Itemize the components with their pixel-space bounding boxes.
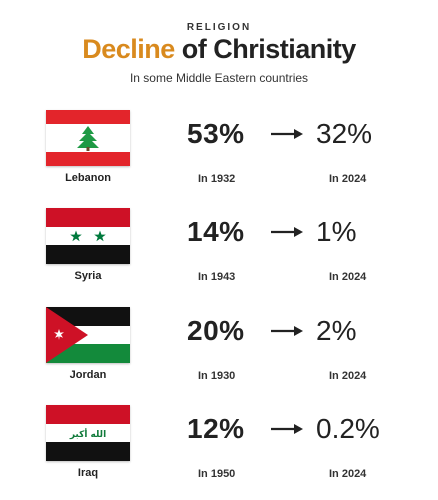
to-percentage: 0.2% [316, 413, 380, 444]
from-year: In 1943 [198, 271, 236, 283]
iraq-flag-icon: الله أكبر [46, 405, 130, 461]
to-year: In 2024 [329, 370, 367, 382]
right-arrow-icon [271, 326, 303, 336]
country-name: Iraq [77, 467, 99, 479]
page-title: Decline of Christianity [0, 34, 438, 65]
jordan-flag-icon [46, 307, 130, 363]
right-arrow-icon [271, 227, 303, 237]
country-row-lebanon: Lebanon 53% 32% In 1932 In 2024 [0, 110, 438, 200]
from-year: In 1950 [198, 468, 236, 480]
to-year: In 2024 [329, 173, 367, 185]
from-percentage: 12% [187, 413, 245, 444]
to-year: In 2024 [329, 271, 367, 283]
category-kicker: RELIGION [186, 22, 252, 33]
iraq-flag-text: الله أكبر [69, 428, 106, 440]
country-row-iraq: الله أكبر Iraq 12% 0.2% In 1950 In 2024 [0, 405, 438, 495]
title-accent: Decline [82, 34, 175, 64]
page-subtitle: In some Middle Eastern countries [129, 71, 309, 85]
country-name: Syria [74, 270, 102, 282]
to-percentage: 32% [316, 118, 373, 149]
right-arrow-icon [271, 129, 303, 139]
to-percentage: 2% [316, 315, 357, 346]
to-percentage: 1% [316, 216, 357, 247]
country-row-syria: Syria 14% 1% In 1943 In 2024 [0, 208, 438, 298]
title-rest: of Christianity [174, 34, 357, 64]
from-year: In 1930 [198, 370, 236, 382]
from-percentage: 14% [187, 216, 245, 247]
country-name: Jordan [69, 369, 107, 381]
from-percentage: 20% [187, 315, 245, 346]
syria-flag-icon [46, 208, 130, 264]
lebanon-flag-icon [46, 110, 130, 166]
country-row-jordan: Jordan 20% 2% In 1930 In 2024 [0, 307, 438, 397]
from-percentage: 53% [187, 118, 245, 149]
country-name: Lebanon [65, 172, 111, 184]
to-year: In 2024 [329, 468, 367, 480]
right-arrow-icon [271, 424, 303, 434]
from-year: In 1932 [198, 173, 236, 185]
